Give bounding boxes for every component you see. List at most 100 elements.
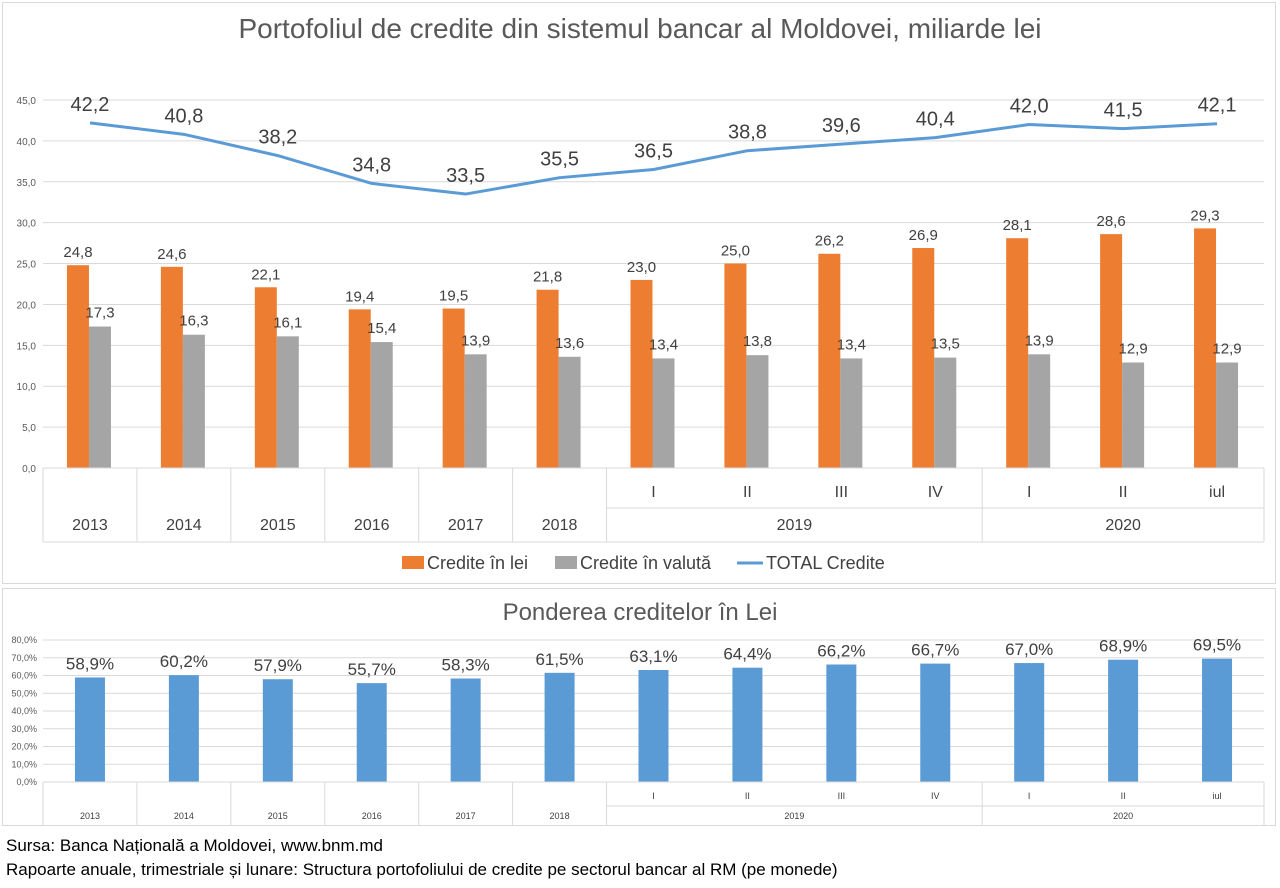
data-label-lei: 26,2 bbox=[815, 233, 844, 250]
bar-credite-valuta bbox=[88, 326, 111, 468]
data-label-lei: 26,9 bbox=[909, 227, 938, 244]
data-label-pondere: 63,1% bbox=[629, 647, 677, 666]
data-label-total: 33,5 bbox=[446, 165, 485, 187]
share-x-tick-label: 2015 bbox=[268, 811, 288, 821]
y-tick-label: 0,0 bbox=[22, 464, 36, 475]
data-label-lei: 24,6 bbox=[157, 246, 186, 263]
chart-title: Portofoliul de credite din sistemul banc… bbox=[238, 13, 1041, 44]
share-x-group-label: 2020 bbox=[1113, 811, 1133, 821]
x-tick-label: 2016 bbox=[354, 517, 390, 534]
share-y-tick-label: 10,0% bbox=[11, 759, 37, 769]
data-label-pondere: 61,5% bbox=[535, 650, 583, 669]
data-label-pondere: 58,9% bbox=[66, 654, 114, 673]
source-line-2: Rapoarte anuale, trimestriale și lunare:… bbox=[6, 860, 838, 879]
share-x-tick-label: III bbox=[838, 791, 846, 801]
share-x-tick-label: 2014 bbox=[174, 811, 194, 821]
x-tick-label: I bbox=[651, 484, 655, 501]
bar-credite-lei bbox=[254, 287, 277, 468]
bar-credite-valuta bbox=[1028, 354, 1051, 468]
bar-pondere-lei bbox=[450, 678, 481, 782]
data-label-lei: 19,4 bbox=[345, 288, 374, 305]
x-tick-label: 2018 bbox=[542, 517, 578, 534]
legend-label-lei: Credite în lei bbox=[427, 553, 528, 573]
share-y-tick-label: 60,0% bbox=[11, 671, 37, 681]
bar-credite-lei bbox=[536, 289, 559, 468]
data-label-total: 39,6 bbox=[822, 115, 861, 137]
data-label-pondere: 55,7% bbox=[348, 660, 396, 679]
x-tick-label: 2014 bbox=[166, 517, 202, 534]
bar-pondere-lei bbox=[544, 672, 575, 782]
bar-pondere-lei bbox=[1014, 663, 1045, 782]
share-x-tick-label: 2013 bbox=[80, 811, 100, 821]
bar-credite-lei bbox=[630, 279, 653, 468]
data-label-total: 42,0 bbox=[1010, 96, 1049, 118]
data-label-total: 36,5 bbox=[634, 141, 673, 163]
bar-credite-lei bbox=[912, 248, 935, 468]
bar-credite-valuta bbox=[464, 354, 487, 468]
data-label-total: 34,8 bbox=[352, 154, 391, 176]
data-label-valuta: 16,1 bbox=[273, 314, 302, 331]
x-tick-label: IV bbox=[928, 484, 943, 501]
line-total-credite bbox=[89, 121, 1218, 196]
data-label-pondere: 66,7% bbox=[911, 641, 959, 660]
share-x-tick-label: I bbox=[652, 791, 655, 801]
data-label-valuta: 15,4 bbox=[367, 320, 396, 337]
share-y-tick-label: 80,0% bbox=[11, 635, 37, 645]
bar-credite-lei bbox=[1100, 234, 1123, 468]
x-tick-label: 2015 bbox=[260, 517, 296, 534]
data-label-lei: 19,5 bbox=[439, 288, 468, 305]
bar-pondere-lei bbox=[74, 677, 105, 782]
share-y-tick-label: 30,0% bbox=[11, 724, 37, 734]
y-tick-label: 40,0 bbox=[17, 137, 37, 148]
data-label-total: 35,5 bbox=[540, 149, 579, 171]
data-label-pondere: 68,9% bbox=[1099, 637, 1147, 656]
x-tick-label: 2013 bbox=[72, 517, 108, 534]
x-tick-label: I bbox=[1027, 484, 1031, 501]
data-label-valuta: 13,9 bbox=[1025, 332, 1054, 349]
data-label-pondere: 58,3% bbox=[442, 656, 490, 675]
data-label-lei: 23,0 bbox=[627, 259, 656, 276]
share-y-tick-label: 20,0% bbox=[11, 742, 37, 752]
y-tick-label: 20,0 bbox=[17, 300, 37, 311]
bar-credite-lei bbox=[66, 265, 89, 468]
data-label-lei: 25,0 bbox=[721, 243, 750, 260]
bar-credite-valuta bbox=[370, 342, 393, 468]
share-y-tick-label: 0,0% bbox=[16, 777, 37, 787]
bar-credite-valuta bbox=[182, 334, 205, 468]
data-label-pondere: 64,4% bbox=[723, 645, 771, 664]
legend-swatch-valuta bbox=[555, 556, 577, 569]
y-tick-label: 5,0 bbox=[22, 423, 36, 434]
y-tick-label: 15,0 bbox=[17, 341, 37, 352]
share-y-tick-label: 40,0% bbox=[11, 706, 37, 716]
data-label-total: 42,2 bbox=[70, 94, 109, 116]
data-label-pondere: 57,9% bbox=[254, 656, 302, 675]
x-tick-label: II bbox=[743, 484, 752, 501]
x-tick-label: iul bbox=[1209, 484, 1225, 501]
bar-credite-lei bbox=[1194, 228, 1217, 468]
bar-credite-lei bbox=[442, 308, 465, 468]
share-x-tick-label: II bbox=[1121, 791, 1126, 801]
bar-pondere-lei bbox=[732, 667, 763, 782]
legend-label-total: TOTAL Credite bbox=[766, 553, 885, 573]
y-tick-label: 10,0 bbox=[17, 382, 37, 393]
share-y-tick-label: 70,0% bbox=[11, 653, 37, 663]
data-label-valuta: 17,3 bbox=[85, 305, 114, 322]
bar-credite-valuta bbox=[746, 355, 769, 468]
y-tick-label: 35,0 bbox=[17, 178, 37, 189]
data-label-lei: 28,1 bbox=[1003, 217, 1032, 234]
legend-label-valuta: Credite în valută bbox=[580, 553, 712, 573]
legend-swatch-lei bbox=[402, 556, 424, 569]
data-label-valuta: 13,4 bbox=[649, 336, 678, 353]
source-line-1: Sursa: Banca Națională a Moldovei, www.b… bbox=[6, 836, 384, 855]
data-label-pondere: 67,0% bbox=[1005, 640, 1053, 659]
bar-credite-valuta bbox=[276, 336, 299, 468]
share-x-tick-label: 2018 bbox=[550, 811, 570, 821]
data-label-valuta: 13,4 bbox=[837, 336, 866, 353]
bar-pondere-lei bbox=[1108, 659, 1139, 782]
bar-pondere-lei bbox=[1202, 658, 1233, 782]
data-label-total: 38,2 bbox=[258, 127, 297, 149]
bar-credite-valuta bbox=[840, 358, 863, 468]
share-x-tick-label: 2017 bbox=[456, 811, 476, 821]
x-group-label: 2019 bbox=[777, 517, 813, 534]
data-label-lei: 21,8 bbox=[533, 269, 562, 286]
